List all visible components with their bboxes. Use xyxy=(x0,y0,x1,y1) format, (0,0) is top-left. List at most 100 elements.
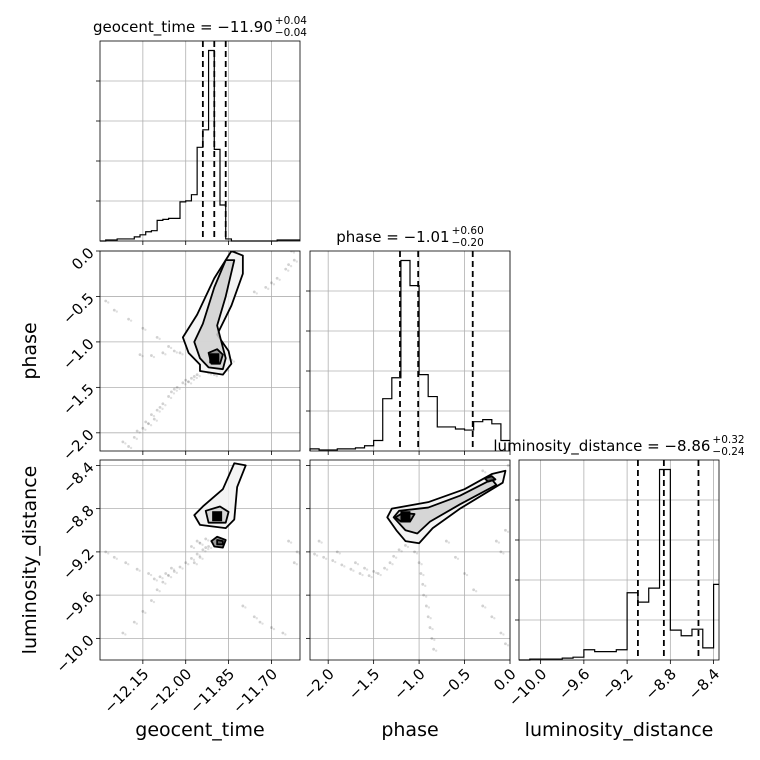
panel-phase-luminosity_distance xyxy=(309,459,511,661)
scatter-point xyxy=(424,604,428,608)
scatter-point xyxy=(190,556,193,560)
scatter-point xyxy=(313,552,316,556)
scatter-point xyxy=(356,563,360,566)
scatter-point xyxy=(141,326,145,330)
scatter-point xyxy=(504,528,507,532)
scatter-point xyxy=(252,615,256,619)
scatter-point xyxy=(144,428,147,431)
scatter-point xyxy=(147,422,150,426)
scatter-point xyxy=(161,402,165,406)
panel-frame xyxy=(309,250,511,452)
y-axis-label-phase: phase xyxy=(19,322,41,379)
scatter-point xyxy=(150,599,153,602)
title-geocent_time: geocent_time = −11.90 xyxy=(93,18,273,37)
scatter-point xyxy=(379,573,382,577)
panel-geocent_time-phase xyxy=(99,250,301,452)
scatter-point xyxy=(334,560,337,564)
scatter-point xyxy=(292,258,296,262)
scatter-point xyxy=(167,574,170,578)
scatter-point xyxy=(376,572,380,575)
scatter-point xyxy=(167,573,170,577)
scatter-point xyxy=(317,539,321,543)
scatter-point xyxy=(175,571,178,575)
scatter-point xyxy=(158,410,161,413)
scatter-point xyxy=(255,292,258,295)
scatter-point xyxy=(124,561,128,565)
scatter-point xyxy=(204,546,208,549)
scatter-point xyxy=(447,541,451,544)
scatter-point xyxy=(241,604,245,608)
scatter-point xyxy=(287,263,290,267)
scatter-point xyxy=(484,606,487,609)
scatter-point xyxy=(104,550,108,554)
x-tick-label: −0.5 xyxy=(436,665,474,703)
scatter-point xyxy=(406,545,410,549)
scatter-point xyxy=(430,636,434,640)
scatter-point xyxy=(354,561,357,565)
scatter-point xyxy=(167,395,170,398)
scatter-point xyxy=(428,626,432,629)
scatter-point xyxy=(506,530,510,533)
scatter-point xyxy=(255,617,258,620)
scatter-point xyxy=(195,539,199,543)
scatter-point xyxy=(394,556,398,559)
scatter-point xyxy=(181,353,184,356)
scatter-point xyxy=(493,617,496,620)
scatter-point xyxy=(175,351,178,354)
scatter-point xyxy=(149,573,153,577)
title-main: phase = −1.01 xyxy=(336,228,449,246)
scatter-point xyxy=(181,381,185,385)
scatter-point xyxy=(270,626,273,629)
scatter-point xyxy=(169,346,173,350)
scatter-point xyxy=(190,545,193,548)
scatter-point xyxy=(367,574,371,578)
scatter-point xyxy=(426,615,430,619)
scatter-point xyxy=(189,382,193,385)
scatter-point xyxy=(421,582,425,586)
scatter-point xyxy=(112,308,116,312)
scatter-point xyxy=(144,328,147,331)
scatter-point xyxy=(292,561,296,565)
panel-geocent_time-luminosity_distance xyxy=(99,459,301,661)
scatter-point xyxy=(432,647,436,651)
scatter-point xyxy=(281,631,285,635)
scatter-point xyxy=(506,464,510,467)
scatter-point xyxy=(172,349,176,353)
scatter-point xyxy=(198,374,201,378)
scatter-point xyxy=(152,417,156,421)
title-phase: phase = −1.01 xyxy=(336,228,449,246)
scatter-point xyxy=(481,604,485,608)
x-axis-label-phase: phase xyxy=(381,719,438,741)
scatter-point xyxy=(434,649,438,652)
scatter-point xyxy=(365,568,369,571)
scatter-point xyxy=(267,287,270,291)
hist-panel-luminosity_distance: luminosity_distance = −8.86 −0.24+0.32 xyxy=(493,434,745,661)
scatter-point xyxy=(141,609,145,613)
scatter-point xyxy=(415,552,419,555)
scatter-point xyxy=(315,554,319,557)
scatter-point xyxy=(272,627,276,631)
scatter-point xyxy=(502,552,505,555)
y-tick-label: −8.4 xyxy=(59,458,97,496)
scatter-point xyxy=(352,569,355,572)
scatter-point xyxy=(404,544,407,547)
scatter-point xyxy=(465,573,469,577)
scatter-point xyxy=(121,440,125,444)
contour-level-2 xyxy=(392,478,498,535)
x-tick-label: −9.6 xyxy=(555,665,593,703)
y-tick-label: 0.0 xyxy=(68,244,98,274)
scatter-point xyxy=(258,620,262,624)
density-peak xyxy=(209,353,220,364)
scatter-point xyxy=(195,552,199,556)
scatter-point xyxy=(149,424,153,427)
scatter-point xyxy=(201,548,205,552)
scatter-point xyxy=(178,565,182,569)
scatter-point xyxy=(295,260,298,263)
scatter-point xyxy=(169,396,173,400)
scatter-point xyxy=(115,310,118,313)
scatter-point xyxy=(363,566,366,570)
scatter-point xyxy=(152,355,156,359)
scatter-point xyxy=(331,559,335,562)
scatter-point xyxy=(204,550,207,553)
scatter-point xyxy=(192,561,196,565)
